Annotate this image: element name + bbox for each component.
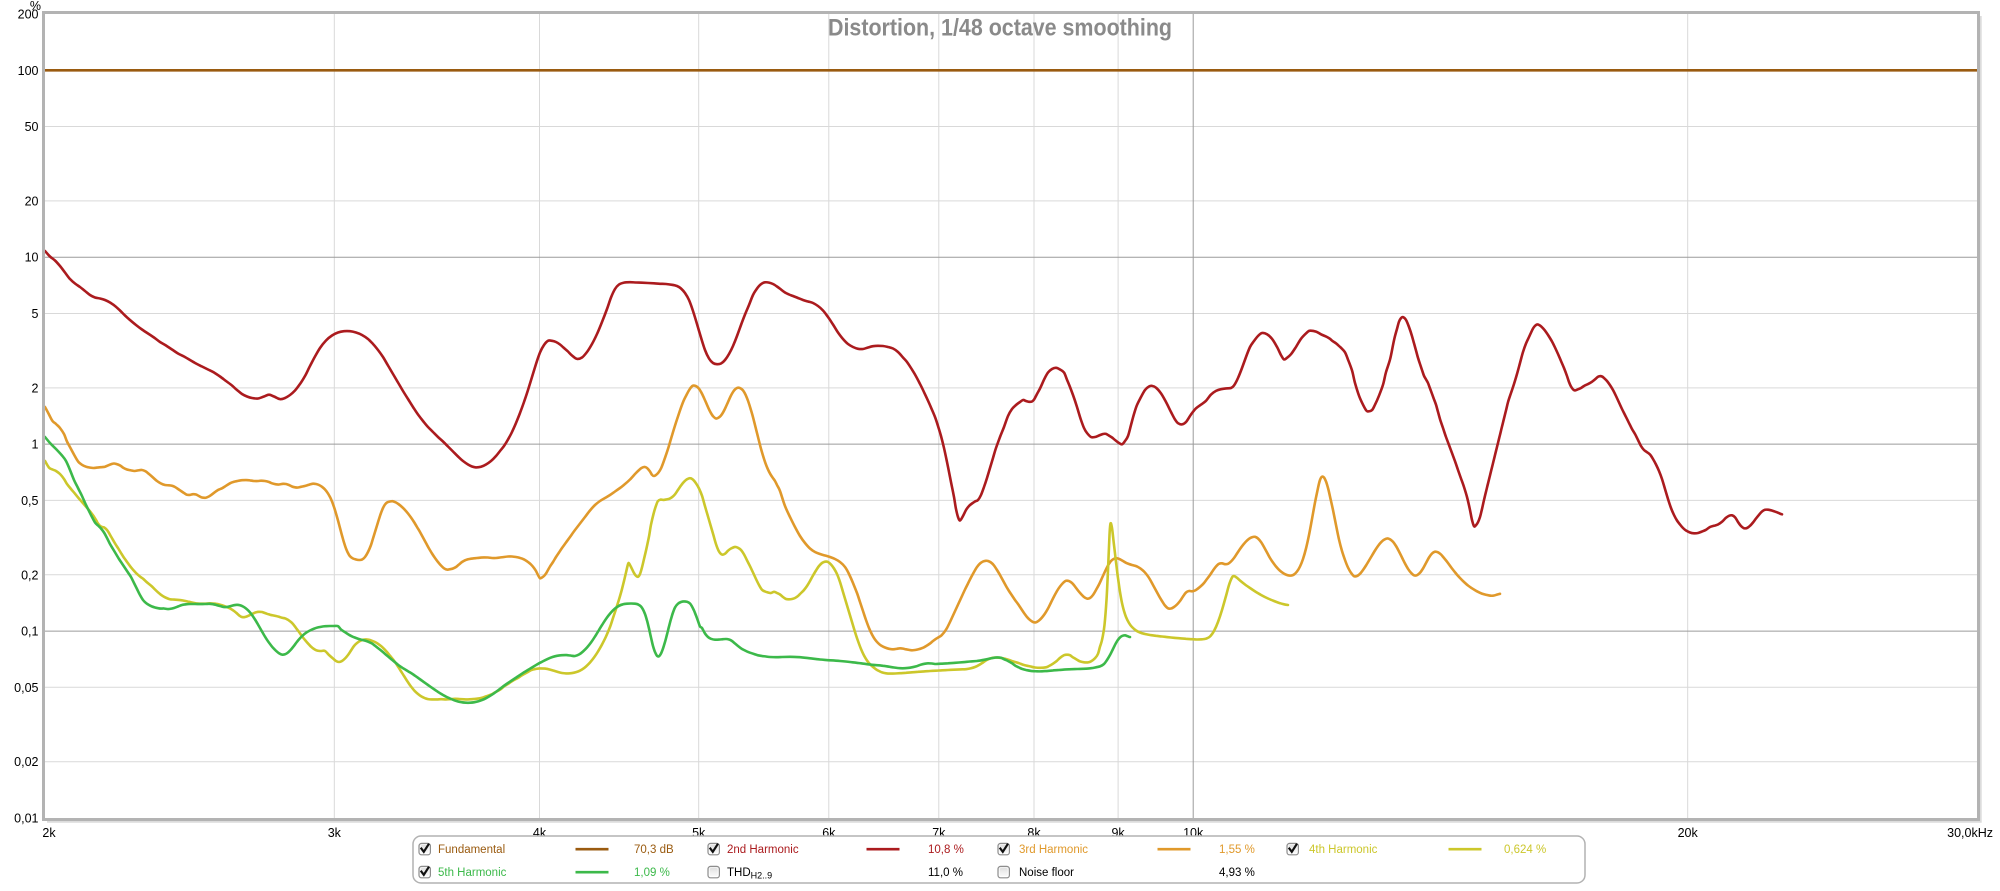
svg-text:2: 2: [32, 381, 39, 395]
svg-text:4,93 %: 4,93 %: [1219, 867, 1255, 879]
svg-text:2nd Harmonic: 2nd Harmonic: [727, 844, 799, 856]
svg-text:3rd Harmonic: 3rd Harmonic: [1019, 844, 1088, 856]
svg-text:10: 10: [25, 251, 39, 265]
svg-text:3k: 3k: [328, 826, 342, 840]
svg-text:THDH2..9: THDH2..9: [727, 867, 772, 881]
svg-text:1,55 %: 1,55 %: [1219, 844, 1255, 856]
svg-text:0,624 %: 0,624 %: [1504, 844, 1546, 856]
svg-text:11,0 %: 11,0 %: [928, 867, 963, 879]
svg-text:50: 50: [25, 120, 39, 134]
svg-text:0,2: 0,2: [21, 568, 38, 582]
svg-text:2k: 2k: [42, 826, 56, 840]
svg-text:Distortion, 1/48 octave smooth: Distortion, 1/48 octave smoothing: [828, 15, 1172, 42]
svg-text:4th Harmonic: 4th Harmonic: [1309, 844, 1378, 856]
svg-text:10,8 %: 10,8 %: [928, 844, 964, 856]
svg-text:20: 20: [25, 194, 39, 208]
svg-text:0,5: 0,5: [21, 494, 38, 508]
svg-text:%: %: [30, 0, 41, 13]
svg-text:0,02: 0,02: [14, 755, 38, 769]
svg-text:0,05: 0,05: [14, 681, 38, 695]
svg-text:200: 200: [18, 8, 39, 22]
svg-text:Fundamental: Fundamental: [438, 844, 505, 856]
svg-text:1: 1: [32, 438, 39, 452]
svg-text:20k: 20k: [1678, 826, 1699, 840]
svg-text:100: 100: [18, 64, 39, 78]
svg-text:1,09 %: 1,09 %: [634, 867, 670, 879]
svg-text:30,0kHz: 30,0kHz: [1947, 826, 1993, 840]
svg-text:5th Harmonic: 5th Harmonic: [438, 867, 507, 879]
svg-text:0,1: 0,1: [21, 625, 38, 639]
svg-text:70,3 dB: 70,3 dB: [634, 844, 674, 856]
svg-text:5: 5: [32, 307, 39, 321]
svg-text:Noise floor: Noise floor: [1019, 867, 1074, 879]
svg-text:0,01: 0,01: [14, 812, 38, 826]
